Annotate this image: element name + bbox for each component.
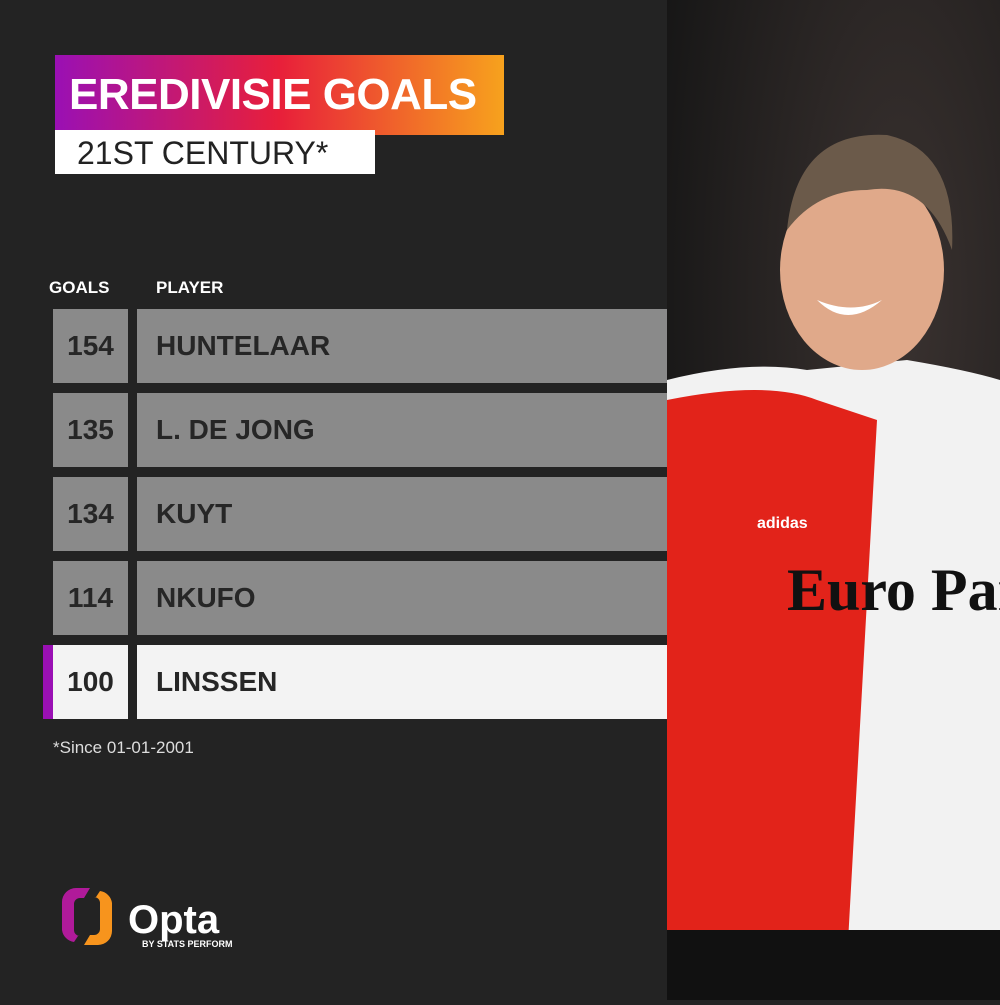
table-row: 135 L. DE JONG — [53, 393, 667, 467]
player-cell: LINSSEN — [137, 645, 667, 719]
player-cell: KUYT — [137, 477, 667, 551]
table-row: 134 KUYT — [53, 477, 667, 551]
player-column-header: PLAYER — [156, 278, 224, 297]
logo-tagline: BY STATS PERFORM — [142, 939, 233, 949]
highlight-bar — [43, 645, 53, 719]
goals-cell: 154 — [53, 309, 128, 383]
player-cell: NKUFO — [137, 561, 667, 635]
table-row: 154 HUNTELAAR — [53, 309, 667, 383]
goals-column-header: GOALS — [49, 278, 110, 297]
title: EREDIVISIE GOALS — [55, 55, 504, 135]
goals-cell: 135 — [53, 393, 128, 467]
player-photo: Euro Parcs adidas — [667, 0, 1000, 1000]
goals-cell: 100 — [53, 645, 128, 719]
opta-logo-icon: Opta BY STATS PERFORM — [62, 888, 233, 949]
player-cell: L. DE JONG — [137, 393, 667, 467]
goals-cell: 114 — [53, 561, 128, 635]
subtitle: 21ST CENTURY* — [55, 130, 375, 174]
player-cell: HUNTELAAR — [137, 309, 667, 383]
table-row: 114 NKUFO — [53, 561, 667, 635]
goals-cell: 134 — [53, 477, 128, 551]
footnote: *Since 01-01-2001 — [53, 738, 194, 757]
shirt-sponsor: Euro Parcs — [787, 557, 1000, 623]
opta-logo: Opta BY STATS PERFORM — [60, 885, 260, 960]
logo-name: Opta — [128, 898, 220, 942]
table-row: 100 LINSSEN — [43, 645, 667, 719]
kit-brand: adidas — [757, 515, 808, 532]
